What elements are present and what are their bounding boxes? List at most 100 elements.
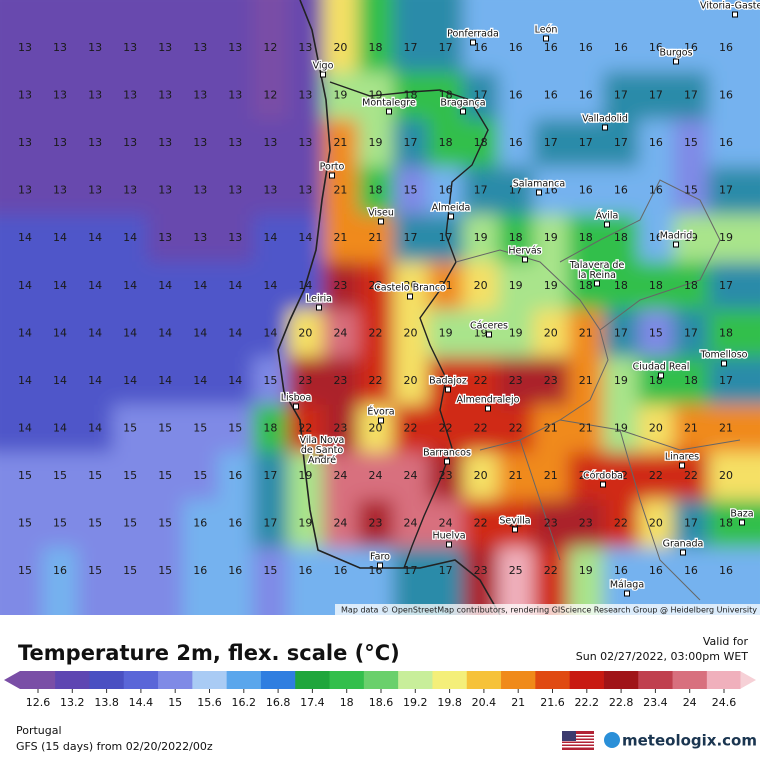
temp-value: 13 bbox=[123, 41, 137, 54]
temp-value: 15 bbox=[649, 326, 663, 339]
temp-value: 24 bbox=[333, 469, 347, 482]
temp-cell bbox=[0, 71, 44, 121]
temp-cell bbox=[147, 214, 184, 263]
city-label: Vitoria-Gasteiz bbox=[700, 1, 760, 12]
temp-value: 14 bbox=[53, 374, 67, 387]
temp-cell bbox=[252, 309, 289, 359]
legend-swatch bbox=[192, 671, 228, 689]
temp-cell bbox=[708, 71, 760, 121]
temp-value: 20 bbox=[719, 469, 733, 482]
legend-tick-label: 19.8 bbox=[437, 696, 462, 709]
temp-cell bbox=[498, 166, 535, 216]
temp-value: 20 bbox=[369, 421, 383, 434]
temp-cell bbox=[322, 404, 359, 454]
temp-value: 14 bbox=[228, 279, 242, 292]
temp-value: 22 bbox=[614, 517, 628, 530]
legend-tick-label: 22.2 bbox=[575, 696, 600, 709]
temp-value: 14 bbox=[123, 231, 137, 244]
temp-value: 17 bbox=[614, 326, 628, 339]
temp-value: 18 bbox=[439, 89, 453, 102]
temp-cell bbox=[182, 452, 219, 501]
temp-value: 20 bbox=[474, 279, 488, 292]
temp-value: 22 bbox=[369, 374, 383, 387]
temp-value: 22 bbox=[369, 279, 383, 292]
city-label: Faro bbox=[370, 552, 390, 563]
temp-value: 19 bbox=[474, 326, 488, 339]
temp-value: 14 bbox=[123, 326, 137, 339]
temp-cell bbox=[0, 452, 44, 501]
temp-cell bbox=[322, 499, 359, 549]
temp-value: 19 bbox=[298, 469, 312, 482]
temp-cell bbox=[393, 119, 430, 168]
temp-cell bbox=[708, 261, 760, 311]
temp-value: 18 bbox=[404, 89, 418, 102]
temp-value: 18 bbox=[263, 421, 277, 434]
temp-value: 17 bbox=[439, 41, 453, 54]
temp-value: 13 bbox=[263, 136, 277, 149]
temp-value: 14 bbox=[53, 326, 67, 339]
city-marker bbox=[407, 293, 413, 300]
temp-cell bbox=[77, 357, 114, 406]
temp-value: 13 bbox=[53, 136, 67, 149]
temp-cell bbox=[463, 404, 500, 454]
temp-cell bbox=[42, 119, 79, 168]
temp-cell bbox=[533, 0, 570, 73]
temp-cell bbox=[428, 499, 465, 549]
temp-cell bbox=[182, 404, 219, 454]
temp-value: 16 bbox=[474, 41, 488, 54]
temp-cell bbox=[533, 547, 570, 615]
temp-value: 16 bbox=[439, 184, 453, 197]
temp-value: 16 bbox=[228, 517, 242, 530]
temp-value: 17 bbox=[684, 89, 698, 102]
temp-cell bbox=[357, 499, 395, 549]
temp-cell bbox=[638, 547, 675, 615]
temp-cell bbox=[533, 214, 570, 263]
city-marker bbox=[470, 39, 476, 46]
temp-value: 18 bbox=[579, 279, 593, 292]
temp-value: 21 bbox=[719, 421, 733, 434]
legend-swatch bbox=[123, 671, 159, 689]
temp-value: 15 bbox=[263, 564, 277, 577]
city-marker bbox=[486, 331, 492, 338]
temp-cell bbox=[463, 499, 500, 549]
temp-cell bbox=[77, 404, 114, 454]
temp-cell bbox=[252, 404, 289, 454]
temp-cell bbox=[568, 119, 605, 168]
temp-cell bbox=[463, 309, 500, 359]
city-label: Montalegre bbox=[362, 98, 416, 109]
temp-value: 21 bbox=[579, 326, 593, 339]
temp-cell bbox=[252, 71, 289, 121]
temp-value: 22 bbox=[439, 421, 453, 434]
temp-value: 22 bbox=[649, 469, 663, 482]
temp-value: 17 bbox=[439, 231, 453, 244]
temp-cell bbox=[533, 452, 570, 501]
temp-cell bbox=[357, 452, 395, 501]
temp-cell bbox=[42, 0, 79, 73]
temp-cell bbox=[568, 309, 605, 359]
border bbox=[329, 81, 489, 569]
temp-cell bbox=[568, 547, 605, 615]
city-label: Lisboa bbox=[281, 393, 312, 404]
temp-cell bbox=[252, 214, 289, 263]
temp-value: 16 bbox=[298, 564, 312, 577]
temp-value: 17 bbox=[404, 136, 418, 149]
temp-value: 19 bbox=[614, 421, 628, 434]
temp-cell bbox=[498, 261, 535, 311]
temp-cell bbox=[673, 0, 710, 73]
temp-cell bbox=[42, 309, 79, 359]
temp-value: 15 bbox=[88, 469, 102, 482]
legend-tick-label: 15.6 bbox=[197, 696, 222, 709]
temp-value: 16 bbox=[614, 184, 628, 197]
city-marker bbox=[485, 405, 491, 412]
legend-tick-label: 22.8 bbox=[609, 696, 634, 709]
temp-cell bbox=[252, 547, 289, 615]
legend-swatch bbox=[466, 671, 502, 689]
temp-cell bbox=[638, 499, 675, 549]
temp-cell bbox=[77, 499, 114, 549]
temp-value: 16 bbox=[509, 89, 523, 102]
temp-cell bbox=[77, 452, 114, 501]
temp-cell bbox=[0, 404, 44, 454]
temp-value: 23 bbox=[509, 374, 523, 387]
temp-value: 15 bbox=[684, 136, 698, 149]
